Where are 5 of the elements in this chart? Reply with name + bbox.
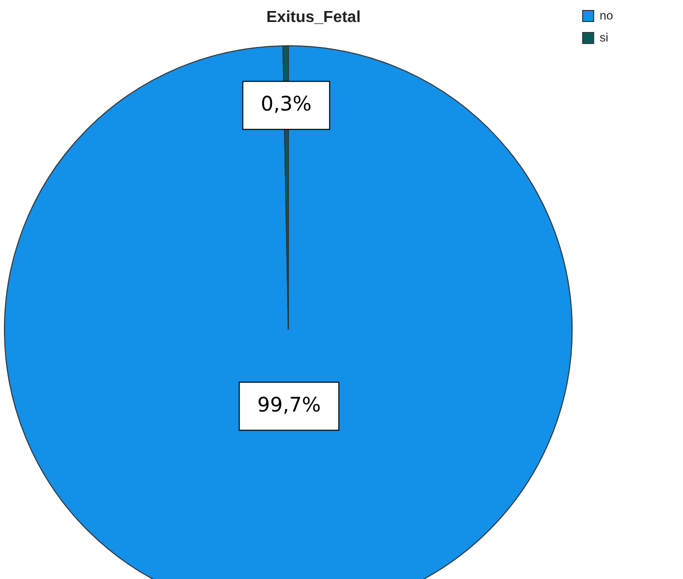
data-label: 0,3% [260,92,312,116]
legend-label: no [600,8,614,22]
legend-label: si [600,30,608,44]
chart-title: Exitus_Fetal [266,9,361,26]
data-label: 99,7% [257,392,321,416]
